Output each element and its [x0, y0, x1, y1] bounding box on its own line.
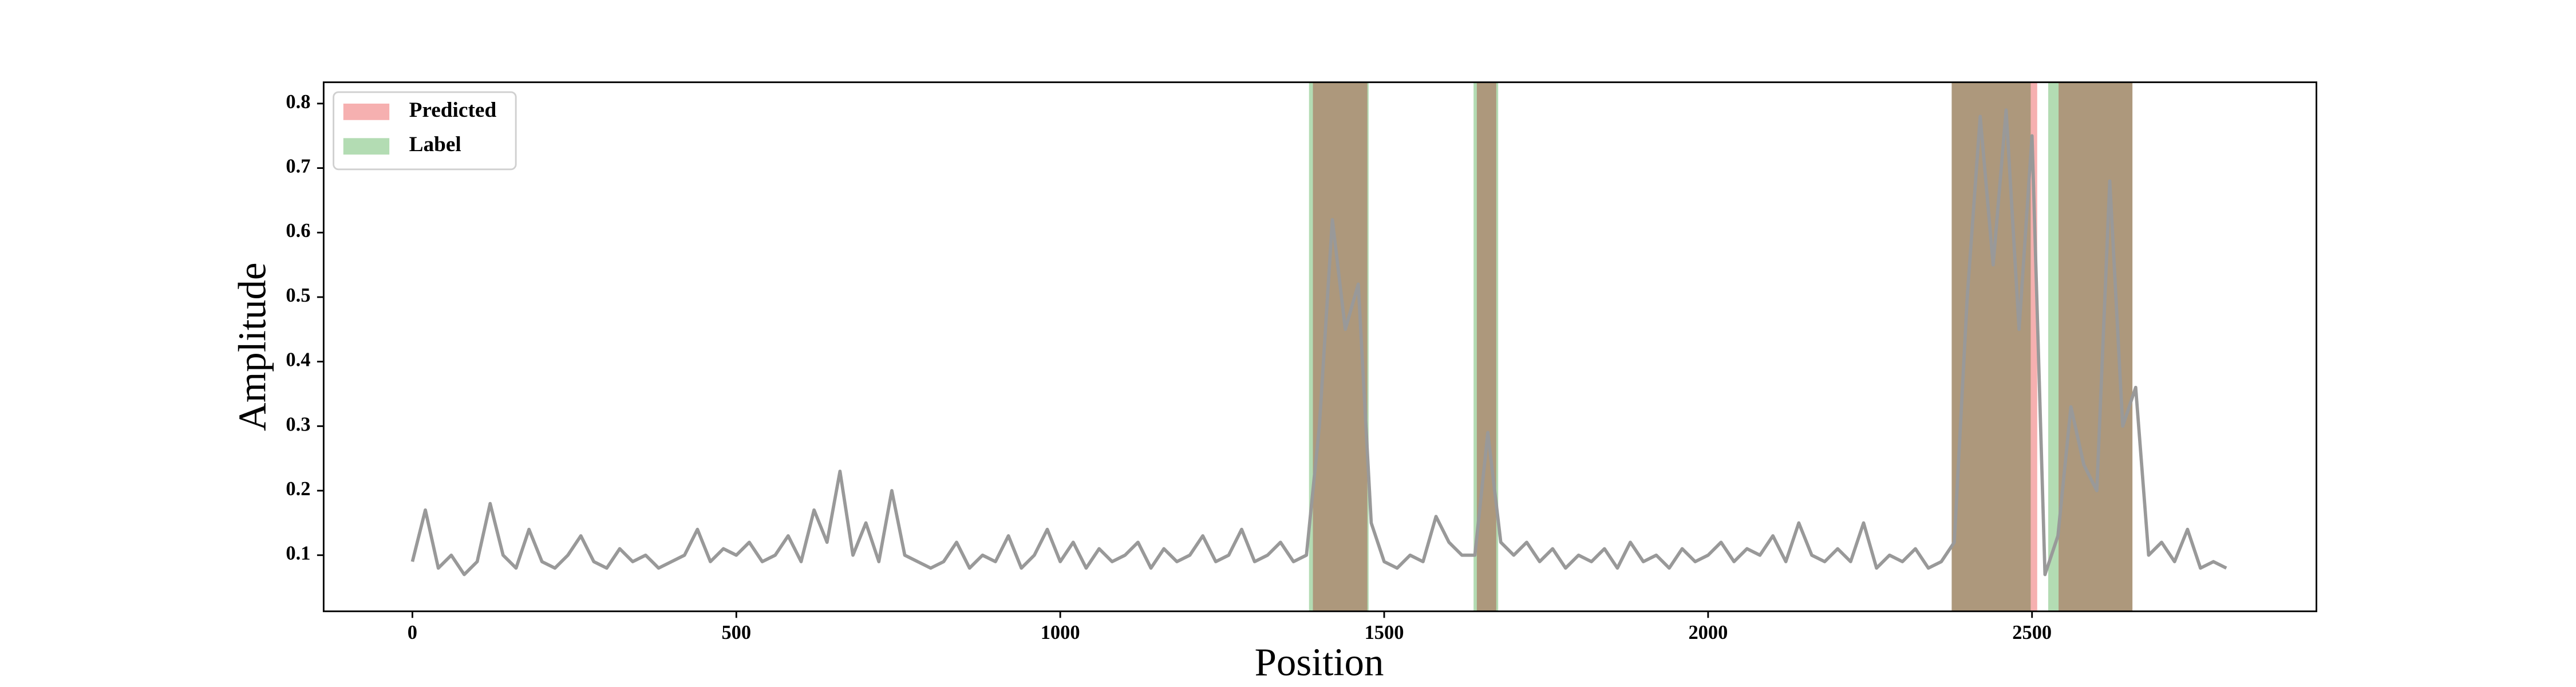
y-tick-label: 0.2: [286, 478, 310, 500]
legend-swatch: [343, 138, 390, 155]
y-tick-label: 0.1: [286, 543, 310, 564]
legend-label: Label: [409, 133, 461, 156]
x-tick-label: 0: [408, 622, 417, 643]
x-tick-label: 2500: [2012, 622, 2052, 643]
x-tick-label: 1000: [1041, 622, 1080, 643]
span: [1309, 82, 1369, 611]
legend-swatch: [343, 103, 390, 120]
legend: Predicted Label: [333, 91, 517, 171]
y-tick-label: 0.7: [286, 155, 310, 177]
y-axis-label: Amplitude: [231, 262, 274, 431]
y-tick-label: 0.8: [286, 91, 310, 113]
y-tick-label: 0.5: [286, 285, 310, 306]
y-tick-label: 0.4: [286, 349, 310, 371]
legend-label: Predicted: [409, 98, 497, 122]
signal-line: [410, 108, 2227, 577]
axes-frame: [322, 81, 2317, 613]
x-tick-label: 1500: [1365, 622, 1404, 643]
x-tick-label: 500: [721, 622, 751, 643]
y-tick-label: 0.6: [286, 220, 310, 242]
y-tick-label: 0.3: [286, 413, 310, 435]
x-axis-label: Position: [1255, 641, 1384, 684]
x-tick-label: 2000: [1688, 622, 1728, 643]
